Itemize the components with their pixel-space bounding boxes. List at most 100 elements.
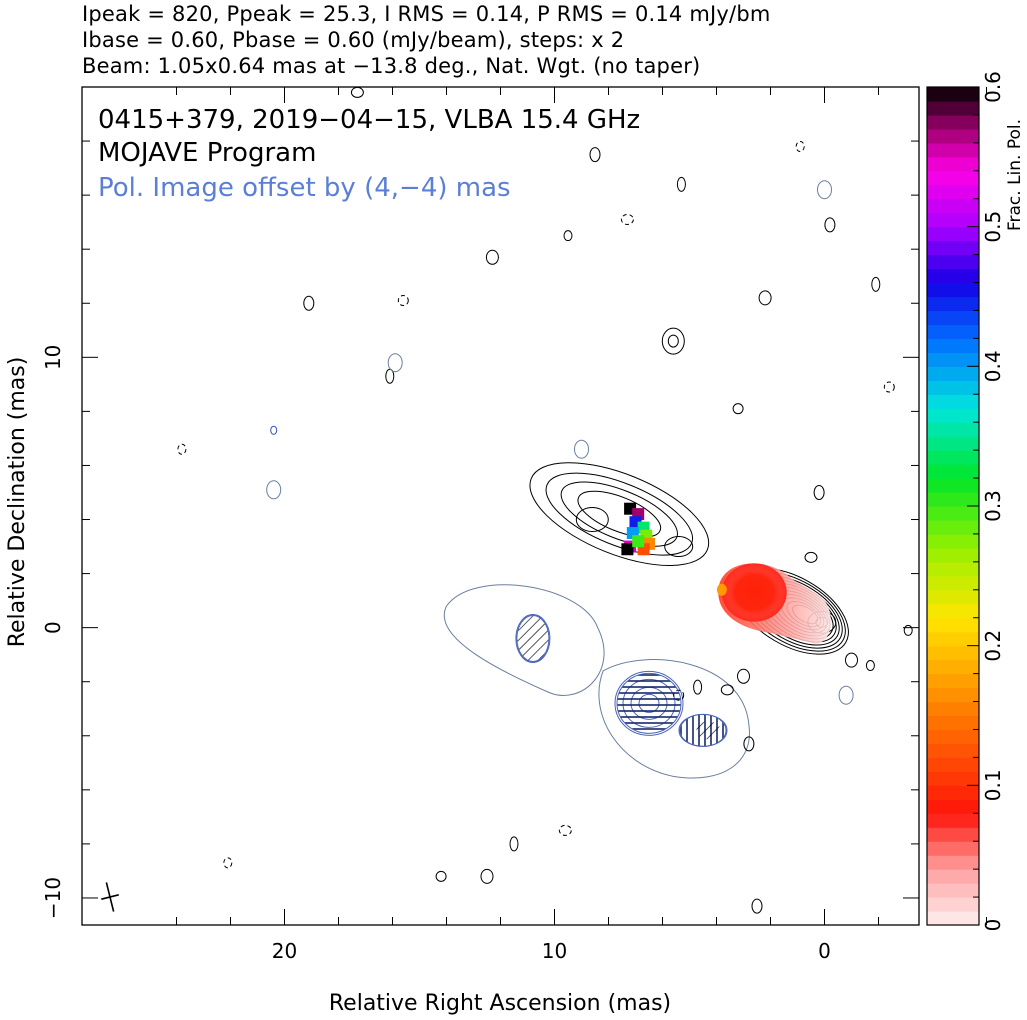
colorbar-tick-label: 0.2: [981, 630, 1005, 662]
frac-pol-edge: [716, 583, 727, 596]
colorbar-step: [927, 533, 979, 549]
evpa-hatch-regions: [516, 614, 727, 747]
noise-contour: [223, 857, 233, 869]
x-tick-labels: 20 10 0: [272, 939, 831, 963]
noise-contour: [303, 295, 315, 311]
noise-contour: [903, 624, 913, 636]
noise-contour: [824, 217, 836, 233]
colorbar-tick-label: 0: [981, 919, 1005, 932]
colorbar-step: [927, 450, 979, 465]
colorbar-tick-labels: 0 0.1 0.2 0.3 0.4 0.5 0.6: [981, 71, 1005, 931]
frac-pol-core-shade: [721, 563, 787, 622]
colorbar-step: [927, 100, 979, 116]
noise-contour: [871, 276, 881, 292]
colorbar-tick-label: 0.1: [981, 769, 1005, 801]
colorbar-step: [927, 659, 979, 675]
source-title: 0415+379, 2019−04−15, VLBA 15.4 GHz: [98, 105, 640, 135]
colorbar-step: [927, 841, 979, 856]
noise-contour: [397, 295, 409, 307]
colorbar-step: [927, 142, 979, 158]
noise-contour: [737, 668, 750, 684]
colorbar-step: [927, 575, 979, 591]
colorbar-step: [927, 170, 979, 186]
header-line-1: Ipeak = 820, Ppeak = 25.3, I RMS = 0.14,…: [82, 2, 771, 26]
colorbar-step: [927, 394, 979, 409]
evpa-hatch-region: [696, 721, 721, 740]
noise-contour: [435, 870, 447, 882]
contour-layer: [101, 87, 913, 914]
colorbar-step: [927, 422, 979, 437]
colorbar-ticks: [967, 86, 979, 926]
colorbar-step: [927, 855, 979, 870]
stokes-i-contour: [529, 462, 710, 567]
noise-contour: [350, 87, 364, 98]
pol-intensity-contour: [515, 613, 551, 663]
header-line-2: Ibase = 0.60, Pbase = 0.60 (mJy/beam), s…: [82, 28, 625, 52]
noise-contour: [563, 230, 573, 242]
noise-contour: [177, 443, 187, 455]
colorbar-step: [927, 897, 979, 912]
y-tick-labels: 10 0 −10: [41, 345, 65, 919]
y-tick-label: 10: [41, 345, 65, 370]
noise-contour: [270, 425, 278, 435]
colorbar-step: [927, 617, 979, 633]
header-line-3: Beam: 1.05x0.64 mas at −13.8 deg., Nat. …: [82, 54, 701, 78]
noise-contour: [751, 898, 763, 914]
colorbar-step: [927, 757, 979, 772]
frac-pol-pixel: [632, 535, 645, 548]
noise-contour: [817, 180, 832, 200]
colorbar-step: [927, 771, 979, 786]
stokes-i-contour: [664, 536, 694, 558]
colorbar-step: [927, 687, 979, 703]
axis-ticks: [82, 86, 987, 925]
noise-contour: [845, 652, 858, 668]
colorbar-step: [927, 282, 979, 298]
colorbar-step: [927, 408, 979, 423]
stokes-i-contour: [560, 481, 678, 547]
program-label: MOJAVE Program: [98, 138, 316, 168]
colorbar-tick-label: 0.5: [981, 211, 1005, 243]
colorbar-step: [927, 743, 979, 758]
noise-contour: [813, 484, 825, 500]
colorbar-step: [927, 715, 979, 731]
colorbar-step: [927, 547, 979, 563]
colorbar-step: [927, 240, 979, 256]
colorbar-step: [927, 729, 979, 745]
noise-contour: [558, 824, 572, 836]
fractional-polarization-map: [621, 502, 831, 644]
stokes-i-contour: [545, 472, 694, 556]
noise-contour: [589, 147, 601, 163]
colorbar-step: [927, 184, 979, 200]
colorbar-step: [927, 673, 979, 689]
noise-contours: [177, 87, 913, 914]
colorbar-step: [927, 603, 979, 619]
colorbar-step: [927, 268, 979, 284]
colorbar-step: [927, 799, 979, 814]
colorbar-step: [927, 366, 979, 381]
colorbar-step: [927, 883, 979, 898]
noise-contour: [485, 249, 499, 265]
colorbar-step: [927, 226, 979, 242]
colorbar-step: [927, 114, 979, 130]
colorbar-step: [927, 156, 979, 172]
noise-contour: [693, 679, 703, 695]
colorbar-step: [927, 380, 979, 395]
pol-intensity-contour: [443, 584, 605, 696]
colorbar-step: [927, 589, 979, 605]
noise-contour: [743, 736, 755, 752]
pol-intensity-contour: [614, 670, 684, 736]
x-axis-label: Relative Right Ascension (mas): [329, 991, 671, 1016]
colorbar-step: [927, 561, 979, 577]
colorbar-step: [927, 506, 979, 521]
colorbar-step: [927, 519, 979, 535]
x-tick-label: 10: [542, 939, 567, 963]
colorbar-step: [927, 631, 979, 647]
colorbar-step: [927, 254, 979, 270]
noise-contour: [387, 353, 403, 373]
colorbar-tick-label: 0.3: [981, 490, 1005, 522]
colorbar-tick-label: 0.6: [981, 71, 1005, 103]
colorbar-step: [927, 128, 979, 144]
noise-contour: [804, 551, 818, 563]
noise-contour: [676, 176, 686, 192]
